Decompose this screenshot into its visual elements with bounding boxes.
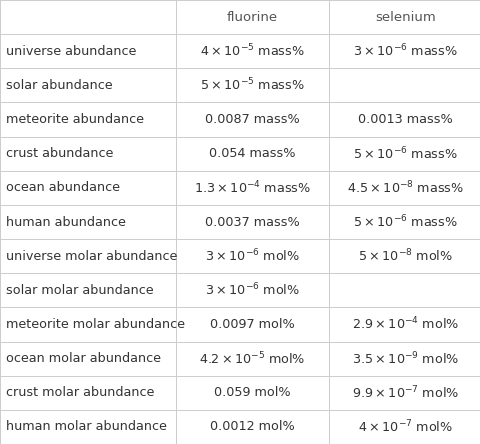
Text: 0.059 mol%: 0.059 mol%	[214, 386, 290, 399]
Text: $4\times10^{-5}$ mass%: $4\times10^{-5}$ mass%	[200, 43, 304, 59]
Text: 0.0097 mol%: 0.0097 mol%	[210, 318, 294, 331]
Text: crust molar abundance: crust molar abundance	[6, 386, 154, 399]
Text: fluorine: fluorine	[227, 11, 277, 24]
Text: 0.0013 mass%: 0.0013 mass%	[357, 113, 452, 126]
Text: $3\times10^{-6}$ mass%: $3\times10^{-6}$ mass%	[352, 43, 456, 59]
Text: universe molar abundance: universe molar abundance	[6, 250, 177, 263]
Text: $4.5\times10^{-8}$ mass%: $4.5\times10^{-8}$ mass%	[346, 179, 463, 196]
Text: ocean molar abundance: ocean molar abundance	[6, 352, 160, 365]
Text: human molar abundance: human molar abundance	[6, 420, 166, 433]
Text: ocean abundance: ocean abundance	[6, 181, 120, 194]
Text: 0.0037 mass%: 0.0037 mass%	[205, 215, 299, 229]
Text: $5\times10^{-5}$ mass%: $5\times10^{-5}$ mass%	[200, 77, 304, 94]
Text: 0.054 mass%: 0.054 mass%	[209, 147, 295, 160]
Text: $3.5\times10^{-9}$ mol%: $3.5\times10^{-9}$ mol%	[351, 350, 458, 367]
Text: crust abundance: crust abundance	[6, 147, 113, 160]
Text: 0.0012 mol%: 0.0012 mol%	[210, 420, 294, 433]
Text: $3\times10^{-6}$ mol%: $3\times10^{-6}$ mol%	[204, 282, 300, 299]
Text: $3\times10^{-6}$ mol%: $3\times10^{-6}$ mol%	[204, 248, 300, 265]
Text: $9.9\times10^{-7}$ mol%: $9.9\times10^{-7}$ mol%	[351, 385, 458, 401]
Text: solar abundance: solar abundance	[6, 79, 112, 92]
Text: $5\times10^{-6}$ mass%: $5\times10^{-6}$ mass%	[352, 145, 456, 162]
Text: $2.9\times10^{-4}$ mol%: $2.9\times10^{-4}$ mol%	[351, 316, 458, 333]
Text: $5\times10^{-6}$ mass%: $5\times10^{-6}$ mass%	[352, 214, 456, 230]
Text: 0.0087 mass%: 0.0087 mass%	[205, 113, 299, 126]
Text: $1.3\times10^{-4}$ mass%: $1.3\times10^{-4}$ mass%	[194, 179, 310, 196]
Text: human abundance: human abundance	[6, 215, 125, 229]
Text: universe abundance: universe abundance	[6, 45, 136, 58]
Text: solar molar abundance: solar molar abundance	[6, 284, 153, 297]
Text: $4.2\times10^{-5}$ mol%: $4.2\times10^{-5}$ mol%	[199, 350, 305, 367]
Text: $4\times10^{-7}$ mol%: $4\times10^{-7}$ mol%	[357, 419, 452, 435]
Text: meteorite abundance: meteorite abundance	[6, 113, 144, 126]
Text: meteorite molar abundance: meteorite molar abundance	[6, 318, 184, 331]
Text: $5\times10^{-8}$ mol%: $5\times10^{-8}$ mol%	[357, 248, 452, 265]
Text: selenium: selenium	[374, 11, 435, 24]
